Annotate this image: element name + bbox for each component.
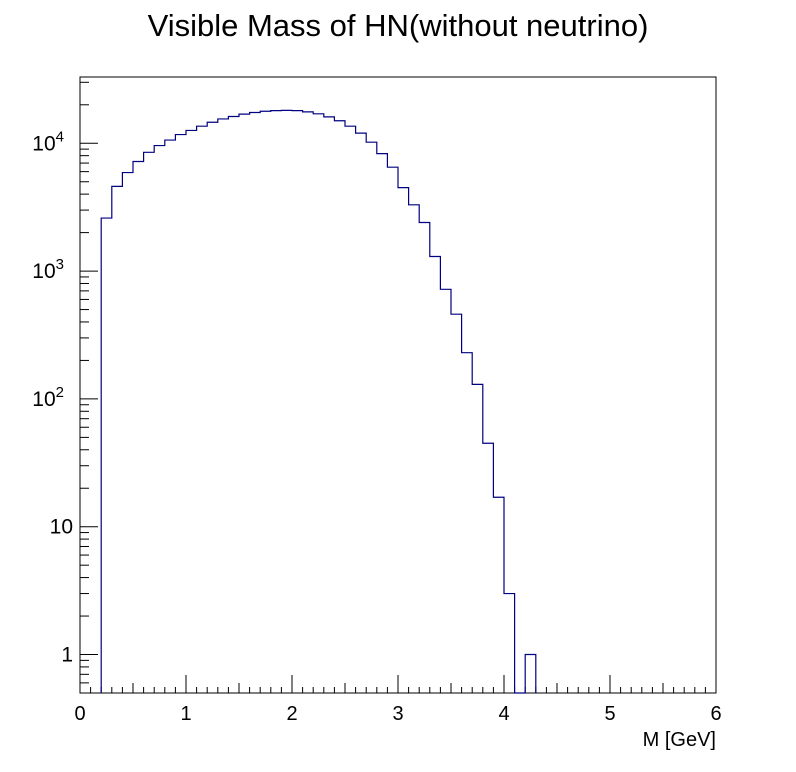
y-tick-label: 102	[32, 384, 64, 411]
x-tick-label: 1	[180, 703, 191, 725]
x-tick-label: 5	[604, 703, 615, 725]
y-tick-label: 104	[32, 128, 64, 155]
histogram-line	[100, 109, 537, 694]
x-tick-label: 3	[392, 703, 403, 725]
y-tick-label: 103	[32, 256, 64, 283]
x-tick-label: 0	[74, 703, 85, 725]
chart-title: Visible Mass of HN(without neutrino)	[147, 8, 649, 43]
axis-ticks	[79, 81, 717, 694]
x-axis-label: M [GeV]	[643, 729, 716, 751]
y-tick-label: 10	[50, 516, 73, 539]
axis-tick-labels: 0 1 2 3 4 5 6 1 10 102 103 104	[32, 128, 721, 725]
y-tick-label: 1	[61, 644, 73, 667]
x-tick-label: 2	[286, 703, 297, 725]
x-tick-label: 6	[710, 703, 721, 725]
x-tick-label: 4	[498, 703, 509, 725]
